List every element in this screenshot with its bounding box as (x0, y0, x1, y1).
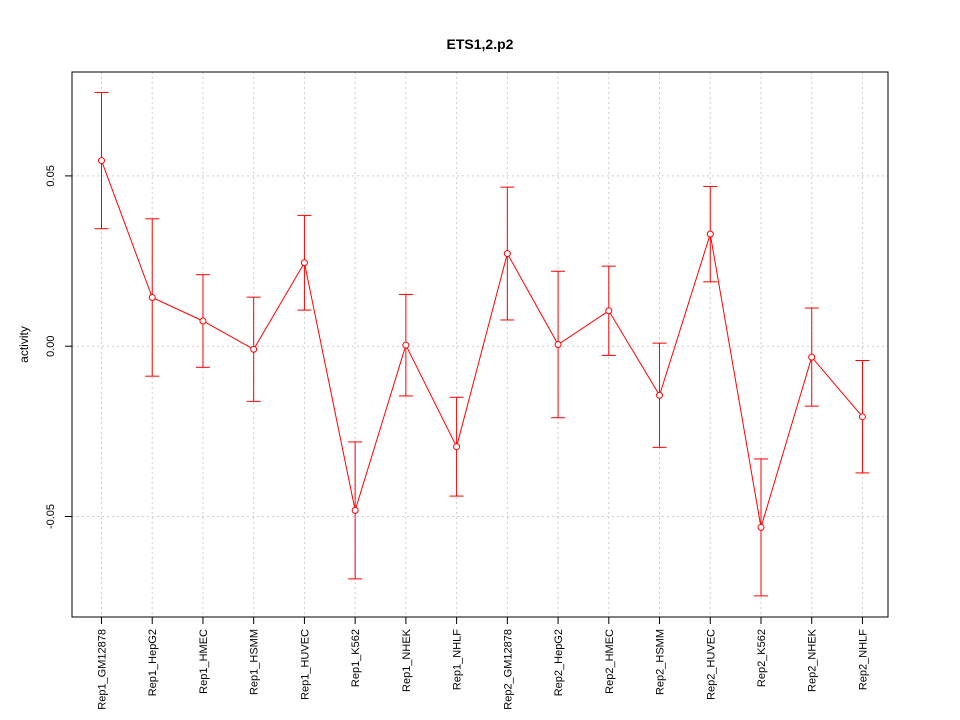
x-tick-label: Rep2_K562 (756, 629, 768, 687)
series-line (101, 160, 863, 528)
x-tick-label: Rep1_K562 (350, 629, 362, 687)
data-point (656, 391, 664, 399)
x-tick-label: Rep1_NHEK (401, 628, 413, 692)
x-tick-label: Rep2_HMEC (604, 629, 616, 694)
data-point (757, 523, 765, 531)
data-point (98, 157, 105, 165)
x-tick-label: Rep1_GM12878 (97, 629, 109, 710)
data-point (706, 230, 714, 238)
y-tick-label: -0.05 (45, 504, 57, 529)
x-tick-label: Rep1_NHLF (452, 629, 464, 690)
plot-frame (71, 71, 889, 618)
data-point (351, 506, 359, 514)
series-layer (94, 91, 870, 597)
data-point (808, 353, 816, 361)
chart-title: ETS1,2.p2 (447, 36, 514, 52)
data-point (199, 317, 207, 325)
x-tick-label: Rep2_NHEK (807, 628, 819, 692)
y-tick-label: 0.05 (45, 165, 57, 186)
x-tick-label: Rep1_HepG2 (147, 629, 159, 696)
x-tick-label: Rep1_HMEC (198, 629, 210, 694)
x-tick-label: Rep2_HSMM (655, 629, 667, 695)
x-tick-label: Rep2_GM12878 (502, 629, 514, 710)
data-point (148, 293, 156, 301)
grid-layer (72, 72, 888, 617)
y-tick-label: 0.00 (45, 335, 57, 356)
data-point (300, 259, 308, 267)
x-tick-label: Rep2_NHLF (857, 629, 869, 690)
data-point (605, 307, 613, 315)
data-point (250, 345, 258, 353)
data-point (453, 443, 461, 451)
x-tick-label: Rep1_HUVEC (299, 629, 311, 700)
x-tick-label: Rep1_HSMM (249, 629, 261, 695)
x-tick-label: Rep2_HUVEC (705, 629, 717, 700)
data-point (402, 341, 410, 349)
x-tick-label: Rep2_HepG2 (553, 629, 565, 696)
data-point (503, 250, 511, 258)
data-point (554, 341, 562, 348)
axes-layer: -0.05 0.00 0.05 Rep1_GM12878 Rep1_HepG2 Rep1_… (45, 71, 889, 710)
data-point (858, 413, 866, 421)
y-axis-label: activity (17, 326, 31, 363)
